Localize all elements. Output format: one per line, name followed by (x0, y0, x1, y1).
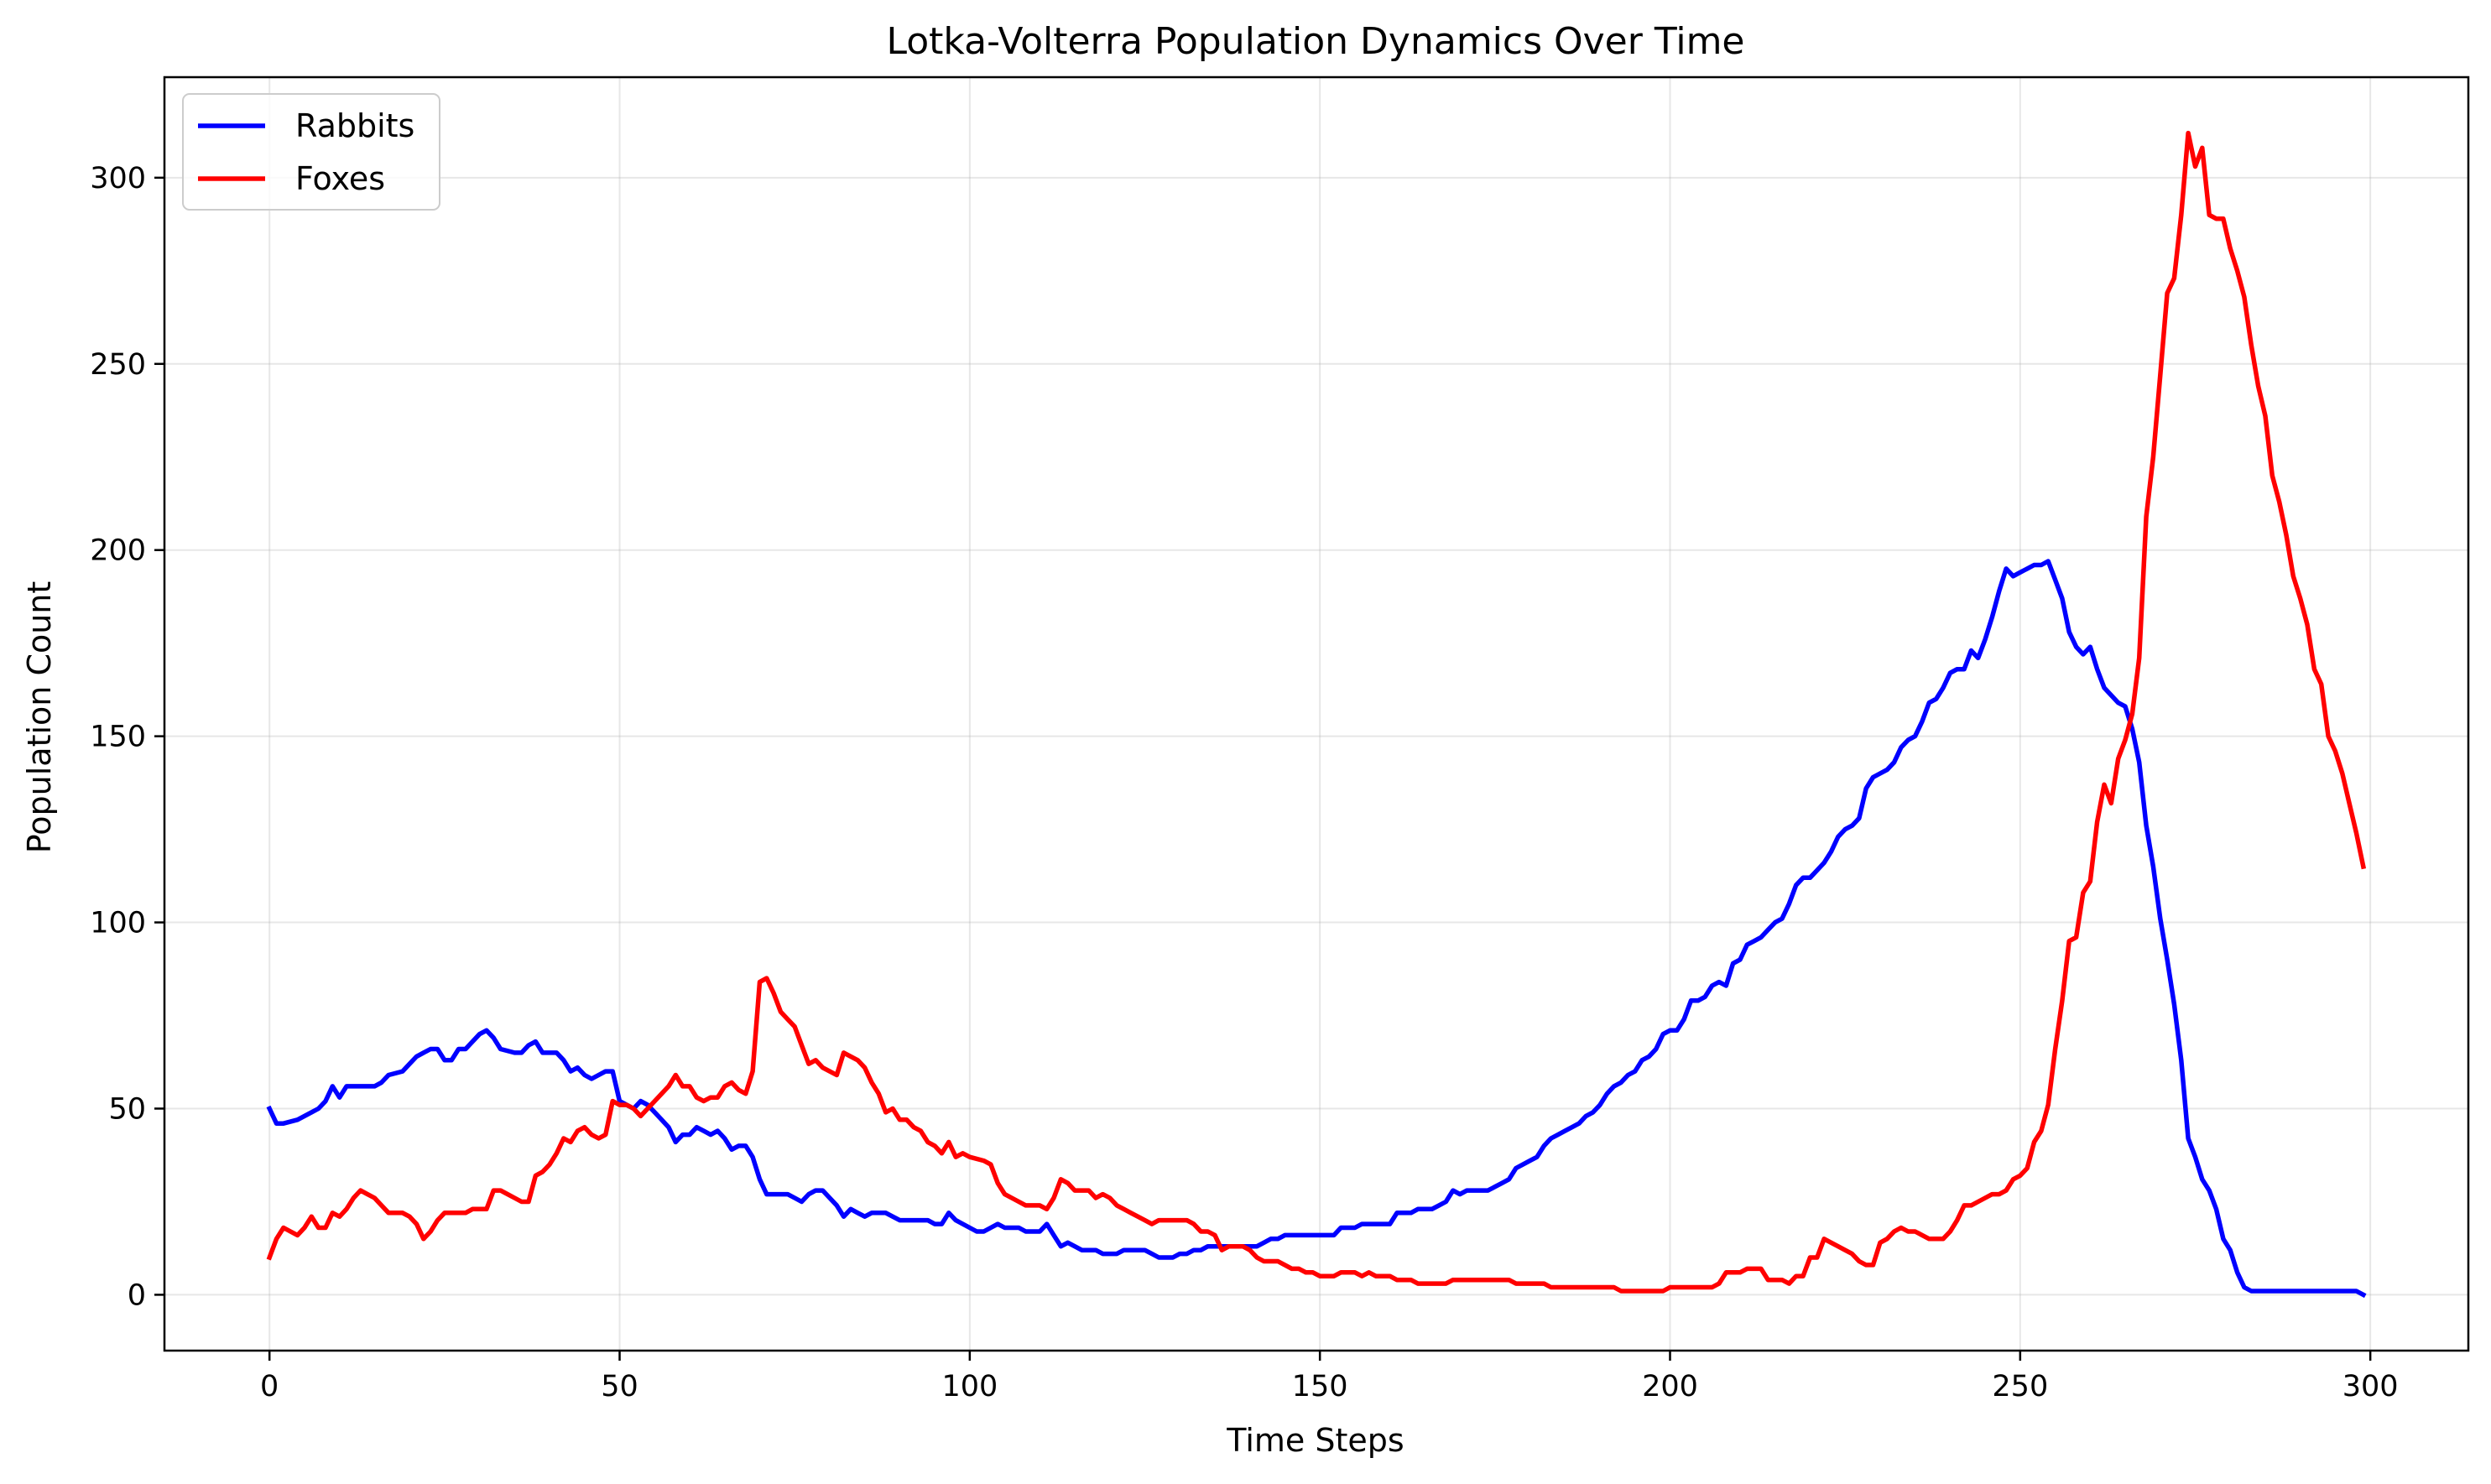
y-tick-label: 100 (90, 907, 146, 940)
x-tick-label: 300 (2342, 1370, 2399, 1403)
grid (164, 77, 2468, 1351)
x-tick-label: 50 (601, 1370, 638, 1403)
legend-label-foxes: Foxes (295, 160, 385, 197)
series-layer (266, 130, 2367, 1299)
x-tick-label: 250 (1992, 1370, 2048, 1403)
y-tick-label: 300 (90, 162, 146, 195)
x-axis: 0 50 100 150 200 250 300 (260, 1351, 2399, 1403)
series-line-foxes (266, 130, 2367, 1294)
y-tick-label: 150 (90, 721, 146, 754)
x-tick-label: 100 (941, 1370, 998, 1403)
y-axis: 0 50 100 150 200 250 300 (90, 162, 164, 1312)
y-tick-label: 50 (108, 1092, 146, 1126)
chart-title: Lotka-Volterra Population Dynamics Over … (887, 20, 1745, 63)
y-tick-label: 250 (90, 348, 146, 382)
y-axis-label: Population Count (21, 581, 58, 854)
y-tick-label: 200 (90, 534, 146, 568)
x-axis-label: Time Steps (1226, 1422, 1404, 1459)
x-tick-label: 0 (260, 1370, 279, 1403)
legend: Rabbits Foxes (182, 93, 440, 211)
x-tick-label: 200 (1642, 1370, 1698, 1403)
plot-area-frame (163, 76, 2470, 1352)
x-tick-label: 150 (1292, 1370, 1348, 1403)
y-tick-label: 0 (128, 1278, 146, 1312)
legend-label-rabbits: Rabbits (295, 107, 414, 144)
